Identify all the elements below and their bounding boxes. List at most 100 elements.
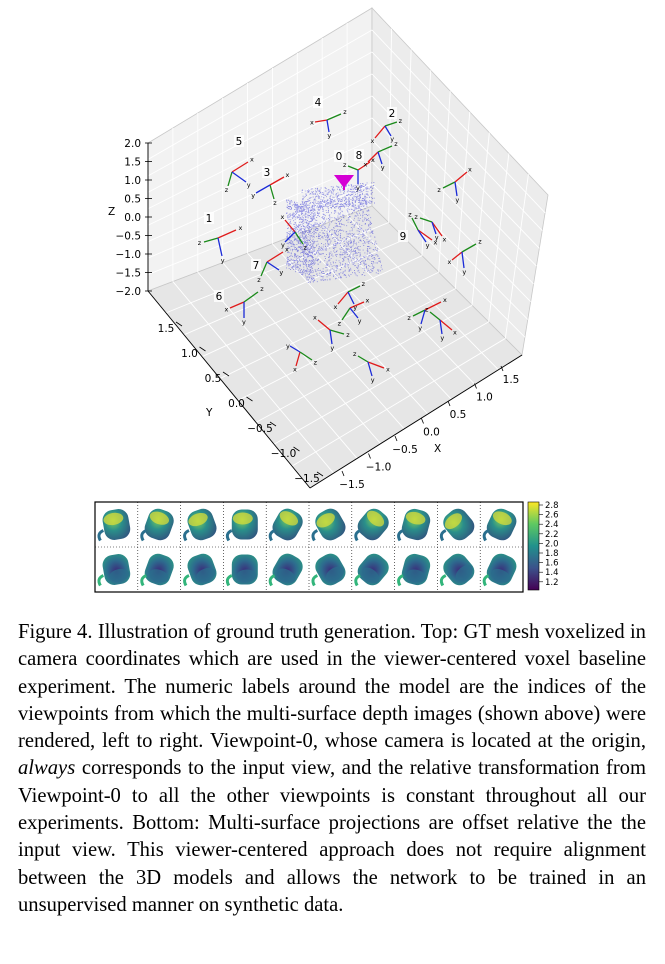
camera-y-letter: y xyxy=(242,318,246,326)
x-tick-mark xyxy=(447,400,451,407)
camera-y-letter: y xyxy=(455,196,459,204)
camera-y-letter: y xyxy=(371,376,375,384)
depth-image xyxy=(183,508,217,542)
camera-y-axis xyxy=(266,261,280,271)
grid-line xyxy=(488,153,510,322)
camera-z-axis xyxy=(329,329,345,335)
camera-y-axis xyxy=(377,151,383,165)
grid-line xyxy=(321,224,476,385)
colorbar-tick-label: 2.4 xyxy=(545,520,559,530)
grid-line xyxy=(471,132,490,306)
x-tick-mark xyxy=(394,435,398,442)
grid-line xyxy=(255,304,473,423)
viewpoint-label-8: 8 xyxy=(356,150,363,162)
viewpoint-label-bg xyxy=(214,290,224,302)
depth-cup-handle xyxy=(268,574,276,587)
depth-cup-rim xyxy=(406,569,427,583)
camera-z-letter: z xyxy=(260,285,264,293)
camera-z-letter: z xyxy=(362,280,366,288)
grid-line xyxy=(273,321,489,445)
camera-triad: xyz xyxy=(407,296,447,332)
camera-z-letter: z xyxy=(399,117,403,125)
voxel-camera-3d-plot: 2.01.51.00.50.0−0.5−1.0−1.5−2.0 Z 1.51.0… xyxy=(108,6,549,491)
camera-x-axis xyxy=(451,251,463,261)
grid-line xyxy=(388,28,393,223)
camera-x-letter: x xyxy=(239,224,243,232)
y-tick-label: −1.0 xyxy=(271,448,297,460)
camera-z-axis xyxy=(203,237,219,243)
camera-z-axis xyxy=(429,311,441,321)
grid-line xyxy=(346,215,499,371)
y-tick-label: −0.5 xyxy=(247,423,273,435)
depth-cup-handle xyxy=(397,529,404,542)
camera-x-axis xyxy=(424,301,442,311)
camera-z-letter: z xyxy=(225,186,229,194)
camera-y-axis xyxy=(329,329,333,345)
viewpoint-label-7: 7 xyxy=(253,260,260,272)
grid-line xyxy=(147,51,373,177)
depth-cup-rim xyxy=(492,511,512,526)
y-tick-label: −1.5 xyxy=(294,473,320,485)
depth-cup-handle xyxy=(140,574,147,587)
depth-cup-rim xyxy=(362,567,380,584)
depth-cup-rim xyxy=(196,567,216,582)
colorbar xyxy=(527,501,540,591)
y-axis-label: Y xyxy=(205,407,213,419)
camera-triad: xyz xyxy=(257,246,289,285)
camera-z-axis xyxy=(419,217,433,223)
camera-x-letter: x xyxy=(453,329,457,337)
camera-y-axis xyxy=(347,291,355,305)
grid-line xyxy=(147,29,373,160)
camera-triad: xyz xyxy=(353,350,390,384)
z-tick-label: 1.0 xyxy=(124,175,141,187)
camera-x-axis xyxy=(439,319,453,331)
viewpoint-label-bg xyxy=(234,135,244,147)
camera-z-axis xyxy=(442,181,456,189)
camera-x-axis xyxy=(269,176,285,186)
camera-triad: xyz xyxy=(225,285,265,326)
viewpoint-label-2: 2 xyxy=(389,108,396,120)
grid-line xyxy=(201,255,423,358)
camera-z-axis xyxy=(461,243,477,253)
viewpoint-label-3: 3 xyxy=(264,167,271,179)
z-tick-label: 0.5 xyxy=(124,194,141,206)
grid-line xyxy=(247,252,405,430)
grid-line xyxy=(147,183,373,275)
grid-line xyxy=(297,234,452,400)
y-tick-mark xyxy=(293,446,300,452)
colorbar-tick-label: 1.2 xyxy=(545,578,559,588)
figure-caption: Figure 4. Illustration of ground truth g… xyxy=(18,619,646,919)
grid-line xyxy=(197,271,358,459)
depth-cup-handle xyxy=(439,529,447,542)
camera-y-axis xyxy=(255,184,271,194)
z-axis-ticks: 2.0 1.5 1.0 0.5 0.0 −0.5 −1.0 −1.5 −2.0 xyxy=(116,138,152,298)
x-tick-mark xyxy=(368,453,371,459)
depth-image xyxy=(97,509,131,542)
camera-triad: xyz xyxy=(225,156,254,195)
caption-text-part1: Illustration of ground truth generation.… xyxy=(18,621,646,753)
camera-x-axis xyxy=(266,251,284,263)
viewpoint-label-bg xyxy=(354,149,364,161)
camera-z-letter: z xyxy=(273,199,277,207)
camera-x-letter: x xyxy=(313,314,317,322)
camera-x-letter: x xyxy=(448,258,452,266)
depth-cup-rim xyxy=(325,566,345,581)
camera-y-axis xyxy=(431,221,437,235)
y-tick-label: 1.5 xyxy=(158,323,175,335)
depth-cup-rim xyxy=(405,511,426,525)
camera-y-letter: y xyxy=(462,268,466,276)
camera-y-letter: y xyxy=(251,192,255,200)
camera-z-letter: z xyxy=(425,306,429,314)
z-tick-label: −1.0 xyxy=(116,249,142,261)
viewpoint-label-4: 4 xyxy=(315,97,322,109)
depth-image xyxy=(311,508,346,542)
camera-x-letter: x xyxy=(371,137,375,145)
depth-image xyxy=(397,508,431,542)
x-tick-label: 0.5 xyxy=(450,409,467,421)
camera-y-axis xyxy=(349,307,359,319)
grid-line xyxy=(219,271,439,379)
grid-line xyxy=(371,95,537,267)
x-tick-label: 0.0 xyxy=(423,427,440,439)
depth-cup-rim xyxy=(455,564,473,581)
y-axis-ticks: 1.5 1.0 0.5 0.0 −0.5 −1.0 −1.5 xyxy=(158,321,324,485)
